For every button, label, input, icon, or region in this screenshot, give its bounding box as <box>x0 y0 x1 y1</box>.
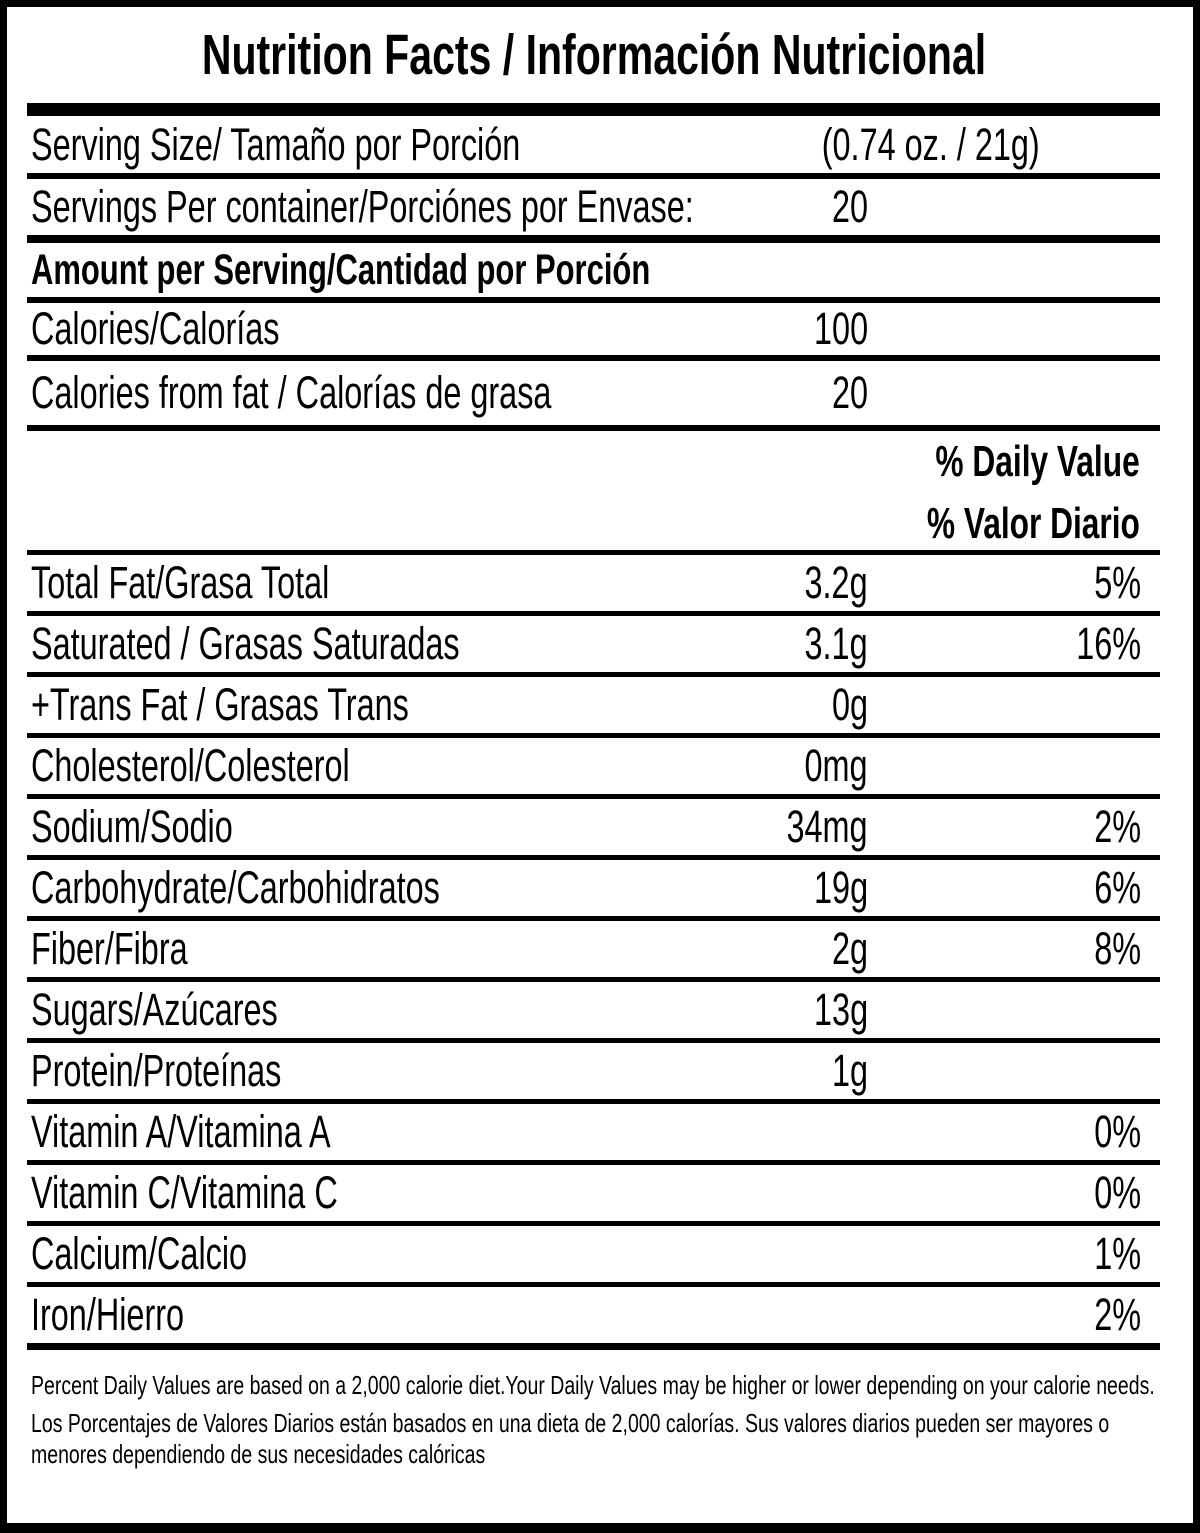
nutrient-name: Fiber/Fibra <box>31 923 188 974</box>
footnotes: Percent Daily Values are based on a 2,00… <box>27 1350 1160 1470</box>
footnote-spanish: Los Porcentajes de Valores Diarios están… <box>31 1408 1110 1469</box>
nutrient-row-sodium: Sodium/Sodio 34mg 2% <box>27 799 1160 860</box>
nutrient-name: Carbohydrate/Carbohidratos <box>31 862 440 913</box>
nutrient-name: +Trans Fat / Grasas Trans <box>31 679 409 730</box>
nutrient-dv: 0% <box>1094 1167 1141 1218</box>
nutrient-dv: 2% <box>1094 1289 1141 1340</box>
calories-from-fat-row: Calories from fat / Calorías de grasa 20 <box>27 361 1160 431</box>
serving-size-value-cell: (0.74 oz. / 21g) <box>527 116 1160 173</box>
nutrient-name: Saturated / Grasas Saturadas <box>31 618 460 669</box>
daily-value-header-en: % Daily Value <box>27 431 1160 493</box>
nutrient-name: Vitamin A/Vitamina A <box>31 1106 331 1157</box>
servings-per-container-row: Servings Per container/Porciónes por Env… <box>27 179 1160 243</box>
calories-label: Calories/Calorías <box>31 303 280 354</box>
nutrient-dv: 2% <box>1094 801 1141 852</box>
page-title: Nutrition Facts / Información Nutriciona… <box>201 23 986 87</box>
nutrient-amount: 34mg <box>786 801 868 852</box>
nutrient-row-fiber: Fiber/Fibra 2g 8% <box>27 921 1160 982</box>
label-header: Nutrition Facts / Información Nutriciona… <box>27 7 1160 103</box>
nutrient-dv: 16% <box>1076 618 1141 669</box>
calories-from-fat-value: 20 <box>831 367 868 418</box>
daily-value-header-block: % Daily Value % Valor Diario <box>27 431 1160 555</box>
nutrient-amount: 3.1g <box>804 618 868 669</box>
nutrient-dv: 5% <box>1094 557 1141 608</box>
nutrient-row-vitamin-a: Vitamin A/Vitamina A 0% <box>27 1104 1160 1165</box>
nutrient-name: Calcium/Calcio <box>31 1228 248 1279</box>
serving-size-row: Serving Size/ Tamaño por Porción (0.74 o… <box>27 116 1160 179</box>
daily-value-header-es-text: % Valor Diario <box>926 499 1140 548</box>
nutrient-row-sugars: Sugars/Azúcares 13g <box>27 982 1160 1043</box>
daily-value-header-es: % Valor Diario <box>27 493 1160 555</box>
nutrient-amount: 3.2g <box>804 557 868 608</box>
amount-per-serving-cell: Amount per Serving/Cantidad por Porción <box>27 243 1160 297</box>
nutrient-row-trans-fat: +Trans Fat / Grasas Trans 0g <box>27 677 1160 738</box>
nutrient-name: Sugars/Azúcares <box>31 984 278 1035</box>
nutrient-name: Protein/Proteínas <box>31 1045 282 1096</box>
calories-value-cell: 100 <box>527 303 868 355</box>
nutrient-row-saturated-fat: Saturated / Grasas Saturadas 3.1g 16% <box>27 616 1160 677</box>
servings-per-container-value: 20 <box>831 181 868 232</box>
nutrient-amount: 19g <box>813 862 868 913</box>
nutrient-dv: 0% <box>1094 1106 1141 1157</box>
nutrient-dv: 6% <box>1094 862 1141 913</box>
nutrient-row-cholesterol: Cholesterol/Colesterol 0mg <box>27 738 1160 799</box>
amount-per-serving-row: Amount per Serving/Cantidad por Porción <box>27 243 1160 303</box>
serving-size-label: Serving Size/ Tamaño por Porción <box>31 118 521 170</box>
nutrient-name: Iron/Hierro <box>31 1289 185 1340</box>
nutrient-dv: 1% <box>1094 1228 1141 1279</box>
servings-per-container-label-cell: Servings Per container/Porciónes por Env… <box>27 179 694 235</box>
nutrient-name: Cholesterol/Colesterol <box>31 740 350 791</box>
calories-from-fat-label-cell: Calories from fat / Calorías de grasa <box>27 361 551 425</box>
servings-per-container-label: Servings Per container/Porciónes por Env… <box>31 181 694 232</box>
daily-value-header-en-text: % Daily Value <box>935 437 1140 486</box>
nutrient-row-vitamin-c: Vitamin C/Vitamina C 0% <box>27 1165 1160 1226</box>
nutrient-amount: 0g <box>831 679 868 730</box>
nutrient-name: Sodium/Sodio <box>31 801 233 852</box>
calories-value: 100 <box>813 303 868 354</box>
nutrient-amount: 2g <box>831 923 868 974</box>
calories-dv-cell <box>868 303 1160 355</box>
footnote-english: Percent Daily Values are based on a 2,00… <box>31 1370 1155 1400</box>
servings-per-container-dv-cell <box>868 179 1160 235</box>
calories-from-fat-label: Calories from fat / Calorías de grasa <box>31 367 552 418</box>
amount-per-serving-heading: Amount per Serving/Cantidad por Porción <box>31 245 651 294</box>
serving-size-value: (0.74 oz. / 21g) <box>822 118 1040 170</box>
calories-from-fat-dv-cell <box>868 361 1160 425</box>
calories-from-fat-value-cell: 20 <box>527 361 868 425</box>
nutrient-name: Total Fat/Grasa Total <box>31 557 330 608</box>
nutrient-amount: 1g <box>831 1045 868 1096</box>
nutrient-row-calcium: Calcium/Calcio 1% <box>27 1226 1160 1287</box>
calories-label-cell: Calories/Calorías <box>27 303 527 355</box>
nutrient-row-protein: Protein/Proteínas 1g <box>27 1043 1160 1104</box>
nutrient-amount: 13g <box>813 984 868 1035</box>
nutrient-name: Vitamin C/Vitamina C <box>31 1167 338 1218</box>
title-divider-bar <box>27 103 1160 116</box>
nutrient-row-total-fat: Total Fat/Grasa Total 3.2g 5% <box>27 555 1160 616</box>
serving-size-label-cell: Serving Size/ Tamaño por Porción <box>27 116 527 173</box>
servings-per-container-value-cell: 20 <box>527 179 868 235</box>
nutrient-dv: 8% <box>1094 923 1141 974</box>
nutrient-row-carbohydrate: Carbohydrate/Carbohidratos 19g 6% <box>27 860 1160 921</box>
nutrient-amount: 0mg <box>804 740 868 791</box>
nutrient-row-iron: Iron/Hierro 2% <box>27 1287 1160 1350</box>
calories-row: Calories/Calorías 100 <box>27 303 1160 361</box>
